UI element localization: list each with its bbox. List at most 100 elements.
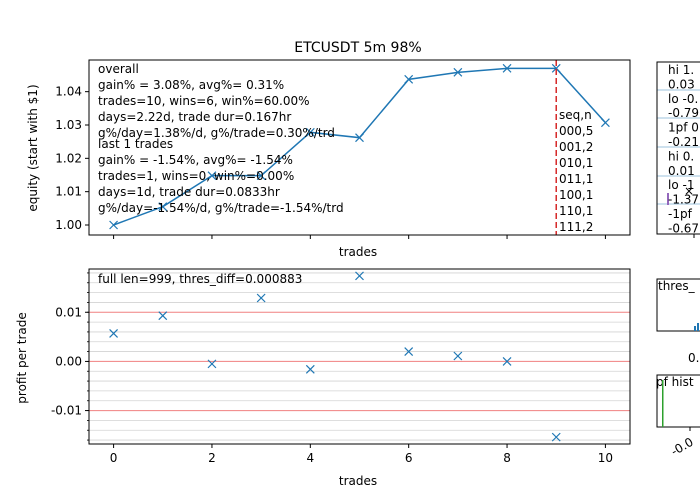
overall-stats-line: gain% = 3.08%, avg%= 0.31% [98,78,284,92]
pf-panel-label: pf hist [656,375,694,389]
equity-point [551,63,561,73]
side-stats-line: hi 1. [668,63,694,77]
equity-point [305,127,315,137]
sequence-table-row: 000,5 [559,124,593,138]
equity-point-stroke [109,220,119,230]
profit-x-tick-label: 8 [503,451,511,465]
profit-point [256,293,266,303]
sequence-table-row: 001,2 [559,140,593,154]
profit-x-ticks: 0 2 4 6 8 10 [110,444,613,465]
profit-chart: -0.01 0.00 0.01 0 2 4 6 8 10 trades profit per … [15,268,631,488]
sequence-table: seq,n 000,5 001,2 010,1 011,1 100,1 110,1 111,2 [559,108,593,234]
equity-point [355,133,364,143]
side-stats-line: -0.21 [668,135,699,149]
last-stats-line: days=1d, trade dur=0.0833hr [98,185,280,199]
overall-stats-line: overall [98,62,139,76]
sequence-table-row: 110,1 [559,204,593,218]
side-x-marker: × [684,184,694,198]
equity-y-ticks: 1.00 1.01 1.02 1.03 1.04 [55,85,89,232]
equity-x-ticks [113,235,606,239]
equity-point [453,67,463,77]
equity-y-tick-label: 1.02 [55,151,82,165]
equity-y-label: equity (start with $1) [26,84,40,211]
profit-plot-area [89,271,630,442]
sequence-table-row: 010,1 [559,156,593,170]
profit-point-stroke [551,432,561,442]
side-stats-line: -0.67 [668,221,699,235]
profit-point [305,364,315,374]
equity-point-stroke [551,63,561,73]
equity-y-tick-label: 1.03 [55,118,82,132]
equity-point-stroke [502,63,512,73]
side-stats-line: 0.01 [668,164,695,178]
equity-point [256,171,266,181]
profit-x-tick-label: 4 [306,451,314,465]
profit-point [207,359,217,369]
profit-y-tick-label: 0.01 [55,305,82,319]
overall-stats-line: days=2.22d, trade dur=0.167hr [98,110,291,124]
sequence-table-row: 011,1 [559,172,593,186]
side-stats-line: lo -1 [668,178,694,192]
profit-point-stroke [502,356,512,366]
equity-y-tick-label: 1.00 [55,218,82,232]
side-stats-line: 0.03 [668,77,695,91]
profit-point-stroke [305,364,315,374]
equity-point [158,202,168,212]
side-stats-line: lo -0. [668,92,698,106]
equity-point-stroke [600,118,610,128]
profit-point [453,351,463,361]
pf-hist-bar [662,380,664,427]
profit-point [404,347,414,357]
profit-point [502,356,512,366]
overall-stats-line: trades=10, wins=6, win%=60.00% [98,94,310,108]
profit-point-stroke [355,271,364,281]
equity-point [404,74,414,84]
profit-point-stroke [158,311,168,321]
last-stats-line: g%/day=-1.54%/d, g%/trade=-1.54%/trd [98,201,344,215]
profit-x-label: trades [339,474,377,488]
overall-stats-line: g%/day=1.38%/d, g%/trade=0.30%/trd [98,126,335,140]
profit-y-tick-label: 0.00 [55,354,82,368]
equity-point-stroke [355,133,364,143]
threshold-panel-label: thres_ [658,279,696,293]
equity-point-stroke [158,202,168,212]
profit-x-tick-label: 10 [598,451,613,465]
side-stats-line: -1.37 [668,193,699,207]
equity-point-stroke [207,171,217,181]
profit-point [355,271,364,281]
overall-stats-text: overall gain% = 3.08%, avg%= 0.31% trades=… [98,62,335,140]
profit-point-stroke [109,328,119,338]
last-stats-line: gain% = -1.54%, avg%= -1.54% [98,153,293,167]
profit-y-label: profit per trade [15,312,29,403]
equity-y-tick-label: 1.01 [55,185,82,199]
equity-plot-frame [88,59,631,236]
side-stats-line: hi 0. [668,149,694,163]
last-stats-line: last 1 trades [98,137,173,151]
sequence-table-row: seq,n [559,108,592,122]
side-panel-frame [656,61,700,235]
last-stats-line: trades=1, wins=0, win%=0.00% [98,169,294,183]
equity-point [109,220,119,230]
equity-point-stroke [404,74,414,84]
profit-point-stroke [256,293,266,303]
profit-y-ticks: -0.01 0.00 0.01 [51,272,89,441]
equity-plot-area [109,60,610,235]
profit-annotation: full len=999, thres_diff=0.000883 [98,272,302,286]
profit-point [158,311,168,321]
profit-point-stroke [453,351,463,361]
equity-point-stroke [305,127,315,137]
pf-panel-tick: -0.0 [669,435,696,459]
threshold-panel-frame [656,278,700,332]
pf-hist-panel: pf hist -0.0 [656,374,700,459]
equity-point-stroke [453,67,463,77]
profit-plot-frame [88,268,631,445]
profit-point [109,328,119,338]
profit-point [551,432,561,442]
equity-y-tick-label: 1.04 [55,85,82,99]
profit-x-tick-label: 2 [208,451,216,465]
side-stats-line: 1pf 0 [668,121,699,135]
profit-x-tick-label: 6 [405,451,413,465]
side-stats-line: -1pf [668,207,693,221]
